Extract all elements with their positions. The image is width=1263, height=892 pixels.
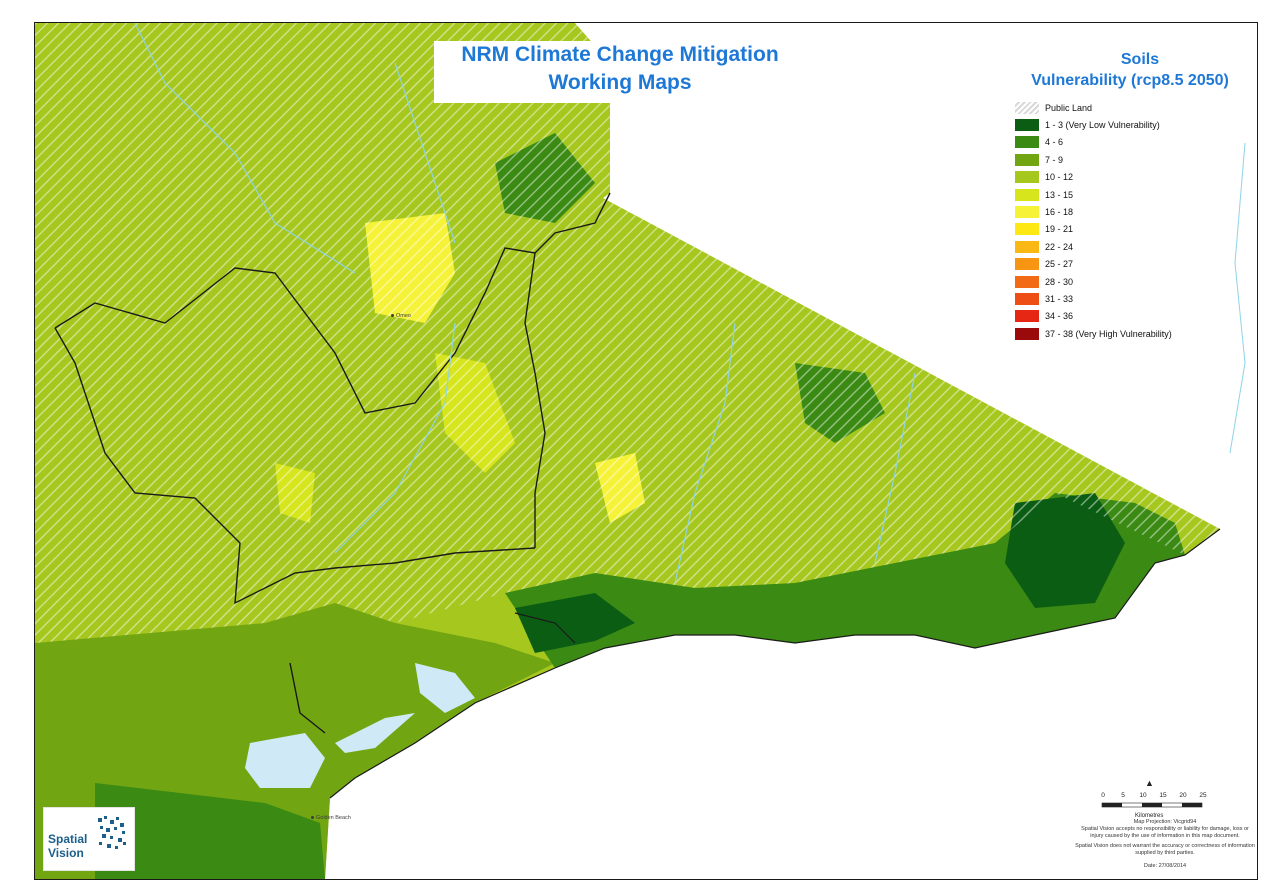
public-land-hatch <box>35 23 1220 643</box>
legend-label: 34 - 36 <box>1045 311 1074 322</box>
legend-swatch <box>1015 310 1039 323</box>
legend-label: 31 - 33 <box>1045 293 1074 304</box>
legend-row: 1 - 3 (Very Low Vulnerability) <box>1015 116 1245 133</box>
river <box>394 62 456 244</box>
river <box>1229 142 1246 454</box>
legend-row: 16 - 18 <box>1015 203 1245 220</box>
map-title: NRM Climate Change Mitigation Working Ma… <box>434 41 806 103</box>
place-label-golden-beach: Golden Beach <box>311 815 351 821</box>
scale-bar <box>1101 802 1203 808</box>
scale-tick-label: 10 <box>1139 792 1147 799</box>
scale-tick-label: 5 <box>1121 792 1125 799</box>
legend-swatch <box>1015 188 1039 201</box>
legend-label: 10 - 12 <box>1045 172 1074 183</box>
legend-row: 10 - 12 <box>1015 169 1245 186</box>
legend-row: 7 - 9 <box>1015 151 1245 168</box>
sea-boundary <box>554 528 1221 669</box>
hatched-beach <box>1225 523 1257 568</box>
legend-swatch <box>1015 240 1039 253</box>
legend-row: 34 - 36 <box>1015 308 1245 325</box>
legend-label: 28 - 30 <box>1045 276 1074 287</box>
scale-tick-label: 20 <box>1179 792 1187 799</box>
date-text: Date: 27/08/2014 <box>1143 863 1187 869</box>
map-canvas[interactable] <box>35 23 1257 879</box>
legend-swatch <box>1015 327 1039 340</box>
logo-text-line1: Spatial <box>48 832 88 846</box>
legend-label: 1 - 3 (Very Low Vulnerability) <box>1045 120 1160 131</box>
river <box>134 23 356 274</box>
logo-mark-icon <box>98 816 126 849</box>
legend-label: Public Land <box>1045 102 1093 113</box>
region-boundary-west <box>289 662 326 734</box>
legend-row: 31 - 33 <box>1015 290 1245 307</box>
legend-row: Public Land <box>1015 99 1245 116</box>
scale-tick-label: 25 <box>1199 792 1207 799</box>
legend-row: 4 - 6 <box>1015 134 1245 151</box>
coastal-darkest-patch <box>515 593 635 653</box>
disclaimer-text: Spatial Vision accepts no responsibility… <box>1081 826 1249 839</box>
legend: Soils Vulnerability (rcp8.5 2050) Public… <box>1015 49 1245 342</box>
river <box>334 322 456 554</box>
region-boundary-mid <box>524 252 546 548</box>
legend-row: 28 - 30 <box>1015 273 1245 290</box>
map-footer: Map Projection: Vicgrid94 Spatial Vision… <box>1075 775 1255 870</box>
legend-label: 7 - 9 <box>1045 154 1064 165</box>
map-frame: NRM Climate Change Mitigation Working Ma… <box>34 22 1258 880</box>
legend-swatch <box>1015 275 1039 288</box>
coastal-lake <box>415 663 475 713</box>
legend-swatch <box>1015 258 1039 271</box>
legend-swatch <box>1015 101 1039 114</box>
scale-tick-label: 15 <box>1159 792 1167 799</box>
legend-row: 37 - 38 (Very High Vulnerability) <box>1015 325 1245 342</box>
place-label-omeo: Omeo <box>391 313 411 319</box>
legend-swatch <box>1015 119 1039 132</box>
region-boundary-east <box>514 612 576 644</box>
legend-subtitle: Vulnerability (rcp8.5 2050) <box>1031 72 1229 89</box>
east-dark-patch <box>1005 493 1125 608</box>
legend-row: 13 - 15 <box>1015 186 1245 203</box>
southwest-darkest-patch <box>95 783 325 879</box>
map-title-line1: NRM Climate Change Mitigation <box>461 43 779 66</box>
legend-row: 19 - 21 <box>1015 221 1245 238</box>
scale-unit: Kilometres <box>1135 813 1164 819</box>
legend-row: 25 - 27 <box>1015 256 1245 273</box>
coastline <box>329 667 556 799</box>
region-boundary-south <box>54 327 536 605</box>
legend-swatch <box>1015 136 1039 149</box>
river <box>874 372 916 564</box>
legend-swatch <box>1015 206 1039 219</box>
legend-label: 4 - 6 <box>1045 137 1064 148</box>
spatial-vision-logo: Spatial Vision <box>43 807 135 871</box>
projection-text: Map Projection: Vicgrid94 <box>1133 819 1197 825</box>
logo-text-line2: Vision <box>48 846 84 860</box>
legend-swatch <box>1015 292 1039 305</box>
scale-tick-label: 0 <box>1101 792 1105 799</box>
region-boundary <box>54 192 611 414</box>
legend-label: 19 - 21 <box>1045 224 1074 235</box>
legend-label: 13 - 15 <box>1045 189 1074 200</box>
legend-label: 37 - 38 (Very High Vulnerability) <box>1045 328 1172 339</box>
legend-items: Public Land 1 - 3 (Very Low Vulnerability… <box>1015 99 1245 342</box>
lake-wellington <box>245 733 325 788</box>
river <box>674 322 736 584</box>
legend-swatch <box>1015 153 1039 166</box>
coastal-strip <box>335 713 415 753</box>
disclaimer-text-2: Spatial Vision does not warrant the accu… <box>1075 843 1255 856</box>
legend-label: 25 - 27 <box>1045 259 1074 270</box>
north-arrow-icon: ▲ <box>1145 778 1154 788</box>
legend-swatch <box>1015 171 1039 184</box>
legend-label: 16 - 18 <box>1045 207 1074 218</box>
legend-title: Soils <box>1120 51 1160 68</box>
legend-label: 22 - 24 <box>1045 241 1074 252</box>
legend-row: 22 - 24 <box>1015 238 1245 255</box>
map-title-line2: Working Maps <box>548 71 692 94</box>
legend-swatch <box>1015 223 1039 236</box>
